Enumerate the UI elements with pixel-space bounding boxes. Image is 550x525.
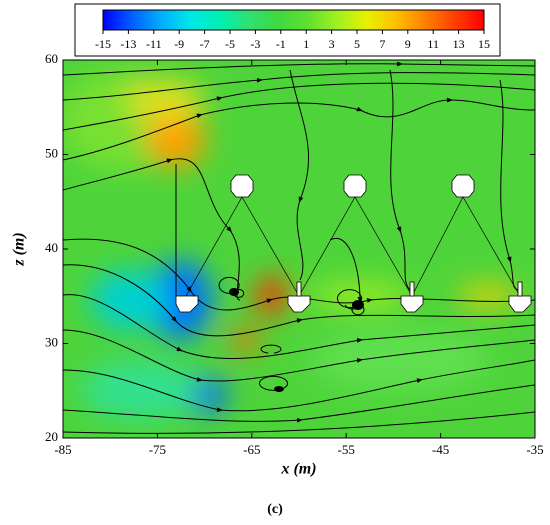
colorbar-tick-label: -3 xyxy=(250,37,260,51)
colorbar-tick-label: 5 xyxy=(354,37,360,51)
x-tick-label: -85 xyxy=(54,442,71,457)
colorbar-tick-label: 11 xyxy=(427,37,439,51)
colorbar-tick-label: -1 xyxy=(276,37,286,51)
colorbar-tick-label: -9 xyxy=(174,37,184,51)
structures xyxy=(175,164,532,313)
caption: (c) xyxy=(267,502,283,517)
colorbar-tick-label: -13 xyxy=(120,37,136,51)
colorbar-tick-label: 7 xyxy=(379,37,385,51)
colorbar-tick-label: 1 xyxy=(303,37,309,51)
y-tick-label: 50 xyxy=(45,145,58,160)
colorbar-tick-label: -15 xyxy=(95,37,111,51)
x-tick-label: -75 xyxy=(149,442,166,457)
colorbar-tick-label: -5 xyxy=(225,37,235,51)
y-axis-label: z (m) xyxy=(11,232,28,266)
x-tick-label: -45 xyxy=(432,442,449,457)
colorbar-tick-label: 3 xyxy=(329,37,335,51)
x-axis-label: x (m) xyxy=(280,461,316,478)
colorbar-tick-label: 13 xyxy=(453,37,465,51)
colorbar-tick-label: -11 xyxy=(146,37,162,51)
x-tick-label: -55 xyxy=(338,442,355,457)
colorbar-tick-label: -7 xyxy=(200,37,210,51)
y-tick-label: 60 xyxy=(45,51,58,66)
y-tick-label: 40 xyxy=(45,240,58,255)
x-tick-label: -35 xyxy=(526,442,543,457)
x-tick-label: -65 xyxy=(243,442,260,457)
colorbar-tick-label: 15 xyxy=(478,37,490,51)
y-tick-label: 20 xyxy=(45,429,58,444)
y-tick-label: 30 xyxy=(45,334,58,349)
colorbar-tick-label: 9 xyxy=(405,37,411,51)
field xyxy=(63,60,535,438)
colorbar xyxy=(102,9,485,31)
